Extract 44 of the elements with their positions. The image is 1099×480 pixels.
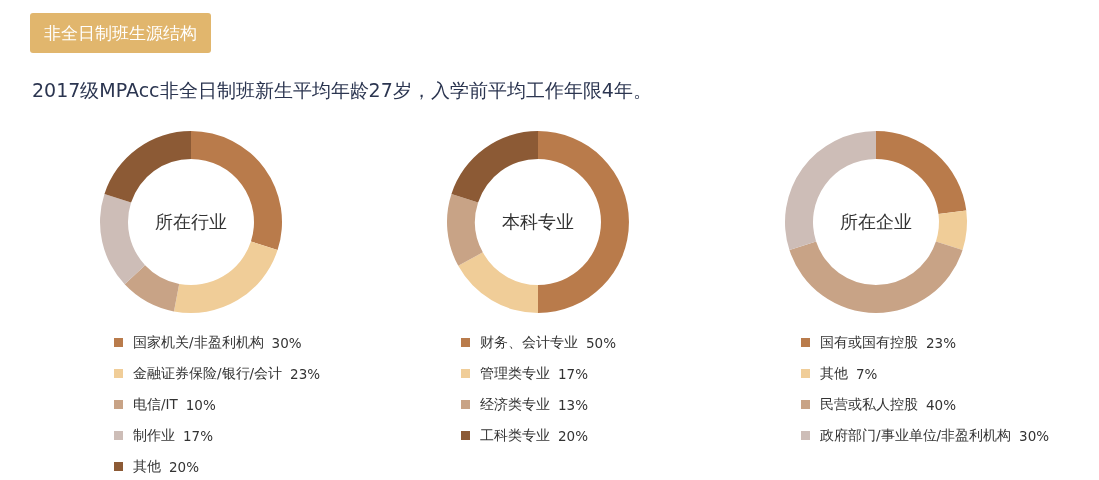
- donut-slice: [876, 131, 967, 215]
- donut-slice: [785, 131, 876, 251]
- legend-label: 国有或国有控股: [820, 333, 918, 352]
- text: 所在行业: [155, 211, 227, 233]
- donut-slice: [173, 241, 278, 313]
- data-label: 50%: [586, 334, 617, 351]
- data-label: 23%: [926, 334, 957, 351]
- legend-label: 经济类专业: [480, 395, 550, 414]
- donut-slice: [458, 252, 538, 313]
- legend-label: 其他: [820, 364, 848, 383]
- data-label: 10%: [185, 396, 216, 413]
- text: 非全日制班生源结构: [30, 13, 211, 53]
- donut-slice: [104, 131, 191, 203]
- donut-slice: [447, 193, 483, 266]
- legend-label: 政府部门/事业单位/非盈利机构: [820, 426, 1012, 445]
- donut-slice: [789, 241, 963, 313]
- data-label: 20%: [169, 458, 200, 475]
- donut-slice: [191, 131, 282, 251]
- donut-slice: [451, 131, 538, 203]
- data-label: 30%: [1019, 427, 1050, 444]
- legend-label: 国家机关/非盈利机构: [133, 333, 264, 352]
- donut-slice: [124, 265, 180, 312]
- data-label: 17%: [558, 365, 589, 382]
- donut-slice: [100, 193, 146, 285]
- donut-slice: [538, 131, 629, 313]
- data-label: 30%: [271, 334, 302, 351]
- donut-slice: [935, 210, 967, 251]
- text: 2017级MPAcc非全日制班新生平均年龄27岁，入学前平均工作年限4年。: [32, 78, 652, 103]
- legend-label: 管理类专业: [480, 364, 550, 383]
- data-label: 13%: [558, 396, 589, 413]
- text: 本科专业: [502, 211, 574, 233]
- legend-label: 电信/IT: [133, 395, 178, 414]
- data-label: 23%: [290, 365, 321, 382]
- data-label: 7%: [856, 365, 878, 382]
- legend-label: 财务、会计专业: [480, 333, 578, 352]
- legend-label: 民营或私人控股: [820, 395, 918, 414]
- legend-label: 金融证券保险/银行/会计: [133, 364, 283, 383]
- data-label: 17%: [183, 427, 214, 444]
- legend-label: 制作业: [133, 426, 175, 445]
- data-label: 20%: [558, 427, 589, 444]
- text: 所在企业: [840, 211, 912, 233]
- legend-label: 工科类专业: [480, 426, 550, 445]
- data-label: 40%: [926, 396, 957, 413]
- legend-label: 其他: [133, 457, 161, 476]
